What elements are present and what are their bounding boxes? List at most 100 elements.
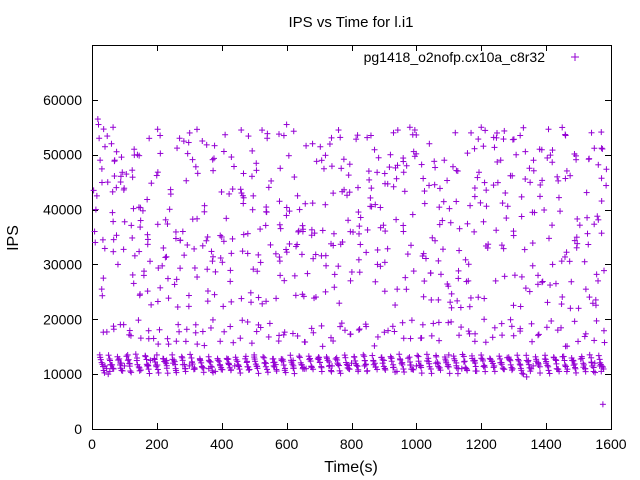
data-point <box>255 294 262 301</box>
data-point <box>356 326 363 333</box>
data-point <box>182 368 189 375</box>
data-point <box>318 252 325 259</box>
data-point <box>230 339 237 346</box>
data-point <box>491 324 498 331</box>
data-point <box>192 163 199 170</box>
data-point <box>300 226 307 233</box>
data-point <box>429 234 436 241</box>
data-point <box>133 357 140 364</box>
data-point <box>583 189 590 196</box>
data-point <box>335 362 342 369</box>
data-point <box>229 235 236 242</box>
data-point <box>569 357 576 364</box>
data-point <box>454 168 461 175</box>
data-point <box>328 368 335 375</box>
data-point <box>467 202 474 209</box>
data-point <box>148 180 155 187</box>
data-point <box>539 177 546 184</box>
data-point <box>307 358 314 365</box>
data-point <box>294 241 301 248</box>
data-point <box>461 358 468 365</box>
data-point <box>448 318 455 325</box>
data-point <box>454 297 461 304</box>
data-point <box>277 165 284 172</box>
data-point <box>582 368 589 375</box>
data-point <box>287 352 294 359</box>
data-point <box>393 175 400 182</box>
data-point <box>342 327 349 334</box>
data-point <box>162 216 169 223</box>
data-point <box>436 185 443 192</box>
data-point <box>598 368 605 375</box>
data-point <box>224 356 231 363</box>
data-point <box>415 358 422 365</box>
data-point <box>543 324 550 331</box>
data-point <box>326 141 333 148</box>
data-point <box>318 322 325 329</box>
data-point <box>227 267 234 274</box>
data-point <box>129 271 136 278</box>
data-point <box>165 295 172 302</box>
data-point <box>144 288 151 295</box>
data-point <box>471 228 478 235</box>
data-point <box>111 157 118 164</box>
data-point <box>411 126 418 133</box>
data-point <box>510 332 517 339</box>
data-point <box>261 354 268 361</box>
data-point <box>549 147 556 154</box>
data-point <box>558 301 565 308</box>
data-point <box>257 226 264 233</box>
data-point <box>225 360 232 367</box>
data-point <box>186 362 193 369</box>
data-point <box>534 281 541 288</box>
data-point <box>439 217 446 224</box>
data-point <box>331 284 338 291</box>
data-point <box>251 351 258 358</box>
data-point <box>437 367 444 374</box>
x-tick-label: 400 <box>210 436 234 452</box>
data-point <box>356 269 363 276</box>
data-point <box>110 365 117 372</box>
data-point <box>188 354 195 361</box>
data-point <box>220 303 227 310</box>
data-point <box>444 281 451 288</box>
data-point <box>263 298 270 305</box>
data-point <box>526 165 533 172</box>
data-point <box>228 250 235 257</box>
data-point <box>340 156 347 163</box>
data-point <box>526 288 533 295</box>
data-point <box>334 361 341 368</box>
data-point <box>272 250 279 257</box>
data-point <box>345 217 352 224</box>
data-point <box>203 237 210 244</box>
data-point <box>173 338 180 345</box>
data-point <box>456 247 463 254</box>
data-point <box>310 329 317 336</box>
data-point <box>447 219 454 226</box>
data-point <box>335 127 342 134</box>
data-point <box>296 206 303 213</box>
data-point <box>123 353 130 360</box>
data-point <box>519 370 526 377</box>
data-point <box>185 139 192 146</box>
data-point <box>388 358 395 365</box>
data-point <box>436 221 443 228</box>
legend-marker <box>571 53 579 61</box>
data-point <box>381 365 388 372</box>
data-point <box>591 360 598 367</box>
data-point <box>273 368 280 375</box>
data-point <box>364 367 371 374</box>
data-point <box>223 355 230 362</box>
data-point <box>286 240 293 247</box>
data-point <box>280 358 287 365</box>
data-point <box>539 278 546 285</box>
data-point <box>174 304 181 311</box>
data-point <box>444 177 451 184</box>
data-point <box>381 288 388 295</box>
data-point <box>157 150 164 157</box>
data-point <box>546 370 553 377</box>
data-point <box>192 321 199 328</box>
data-point <box>184 150 191 157</box>
data-point <box>253 167 260 174</box>
data-point <box>199 242 206 249</box>
